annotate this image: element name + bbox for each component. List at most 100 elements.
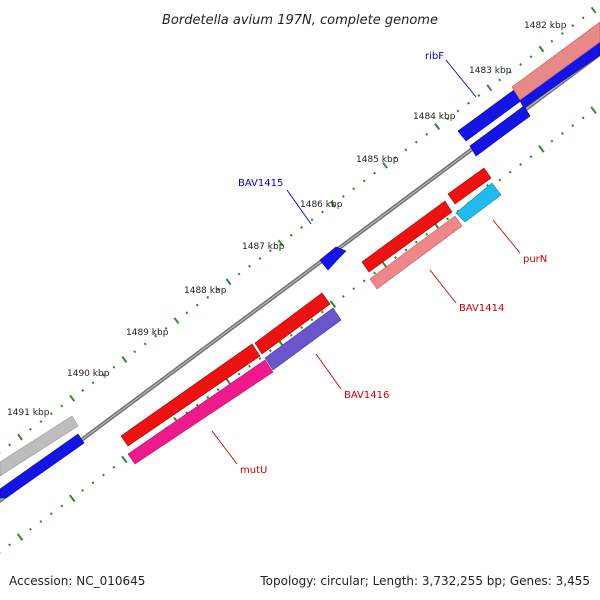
tick-mark	[143, 342, 147, 346]
tick-mark	[39, 520, 43, 524]
tick-mark	[248, 264, 251, 268]
tick-mark	[394, 256, 397, 260]
tick-mark	[60, 504, 64, 508]
tick-mark	[538, 145, 545, 153]
tick-mark	[446, 117, 450, 121]
tick-mark	[382, 161, 388, 169]
tick-mark	[341, 294, 345, 298]
tick-mark	[508, 70, 512, 74]
tick-mark	[498, 178, 502, 182]
tick-mark	[289, 233, 293, 237]
gene-mutU[interactable]	[127, 359, 274, 465]
tick-mark	[8, 543, 12, 547]
tick-mark	[477, 94, 481, 98]
tick-mark	[300, 326, 304, 329]
gene-label-BAV1415[interactable]: BAV1415	[238, 178, 283, 189]
gene-grey-left[interactable]	[0, 415, 79, 477]
gene-BAV1414[interactable]	[369, 215, 463, 290]
tick-mark	[225, 278, 232, 286]
tick-mark	[538, 45, 545, 53]
tick-mark	[206, 395, 210, 399]
tick-mark	[519, 162, 523, 166]
tick-mark	[560, 31, 564, 35]
tick-mark	[185, 311, 189, 315]
tick-mark	[519, 62, 523, 66]
gene-label-purN[interactable]: purN	[523, 254, 547, 265]
tick-mark	[133, 350, 137, 354]
tick-mark	[394, 156, 397, 160]
tick-mark	[29, 527, 32, 531]
gene-forward-long[interactable]	[120, 343, 261, 447]
genome-summary: Topology: circular; Length: 3,732,255 bp…	[260, 574, 590, 588]
genes-forward	[120, 167, 502, 465]
tick-mark	[248, 364, 251, 368]
kbp-label: 1486 kbp	[300, 200, 343, 210]
tick-mark	[373, 271, 377, 275]
tick-mark	[289, 333, 293, 337]
tick-mark	[216, 388, 220, 392]
gene-BAV1416-red[interactable]	[254, 292, 331, 355]
gene-ribF-2[interactable]	[469, 105, 531, 157]
gene-BAV1414-red[interactable]	[361, 200, 453, 273]
kbp-label: 1483 kbp	[469, 66, 512, 76]
tick-mark	[581, 116, 585, 120]
backbone-inner	[0, 53, 600, 502]
tick-mark	[498, 78, 502, 82]
tick-mark	[258, 357, 262, 361]
tick-mark	[206, 295, 210, 299]
accession-text: Accession: NC_010645	[9, 574, 146, 588]
tick-mark	[329, 300, 337, 309]
tick-mark	[590, 106, 597, 114]
kbp-label: 1485 kbp	[356, 155, 399, 165]
tick-mark	[456, 109, 460, 113]
label-leaders	[211, 59, 521, 465]
tick-mark	[362, 179, 366, 183]
gene-labels: ribF BAV1415 purN BAV1414 BAV1416 mutU	[238, 51, 547, 476]
tick-mark	[112, 365, 116, 369]
tick-mark	[300, 226, 304, 229]
tick-mark	[258, 257, 262, 261]
tick-mark	[81, 389, 85, 392]
tick-mark	[571, 24, 575, 28]
tick-mark	[164, 326, 168, 330]
gene-purN-red[interactable]	[447, 167, 492, 205]
tick-mark	[268, 349, 272, 353]
gene-label-BAV1414[interactable]: BAV1414	[459, 303, 504, 314]
tick-mark	[362, 279, 366, 283]
tick-mark	[268, 249, 272, 253]
tick-mark	[29, 427, 32, 431]
tick-mark	[560, 131, 564, 135]
tick-mark	[310, 218, 314, 222]
tick-mark	[434, 123, 441, 130]
gene-BAV1416[interactable]	[264, 307, 342, 371]
tick-mark	[310, 318, 314, 322]
genes-reverse	[0, 32, 600, 499]
gene-BAV1415[interactable]	[319, 246, 347, 271]
tick-mark	[69, 494, 76, 503]
tick-mark	[373, 171, 377, 175]
tick-mark	[486, 84, 493, 92]
gene-purN[interactable]	[455, 182, 502, 223]
tick-mark	[446, 217, 450, 221]
tick-mark	[352, 187, 356, 191]
gene-top-pink[interactable]	[511, 21, 600, 101]
tick-mark	[237, 372, 241, 376]
tick-mark	[112, 465, 116, 469]
gene-label-BAV1416[interactable]: BAV1416	[344, 390, 389, 401]
gene-label-ribF[interactable]: ribF	[425, 51, 444, 62]
tick-mark	[404, 148, 408, 152]
gene-label-mutU[interactable]: mutU	[240, 465, 267, 476]
gene-reverse-left[interactable]	[0, 433, 85, 499]
tick-mark	[102, 373, 105, 377]
tick-mark	[49, 412, 53, 416]
tick-mark	[590, 6, 597, 14]
tick-mark	[352, 287, 356, 291]
kbp-label: 1487 kbp	[242, 242, 285, 252]
tick-mark	[321, 210, 324, 214]
tick-mark	[550, 39, 554, 43]
tick-mark	[154, 334, 158, 338]
kbp-labels: 1482 kbp 1483 kbp 1484 kbp 1485 kbp 1486…	[7, 21, 567, 418]
tick-mark	[8, 443, 12, 447]
tick-mark	[330, 200, 336, 208]
kbp-label: 1484 kbp	[413, 112, 456, 122]
